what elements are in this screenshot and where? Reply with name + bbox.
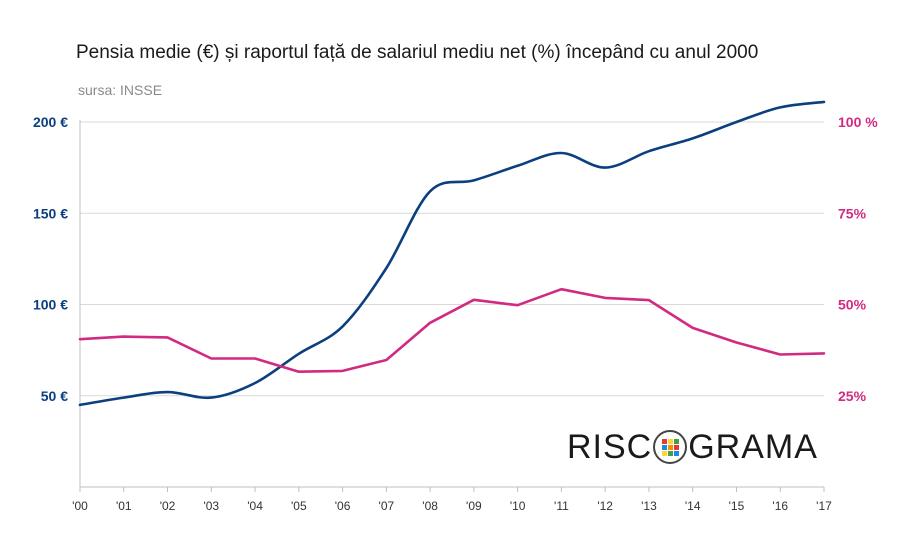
x-tick-label: '02 <box>160 499 176 513</box>
left-tick-label: 150 € <box>33 205 68 221</box>
right-tick-label: 100 % <box>838 114 878 130</box>
x-tick-label: '04 <box>247 499 263 513</box>
x-tick-label: '05 <box>291 499 307 513</box>
rubik-cube-icon <box>653 430 688 464</box>
x-tick-label: '01 <box>116 499 132 513</box>
x-tick-label: '00 <box>72 499 88 513</box>
left-axis-ticks: 50 € 100 € 150 € 200 € <box>33 114 68 404</box>
x-tick-label: '08 <box>422 499 438 513</box>
x-tick-label: '09 <box>466 499 482 513</box>
left-tick-label: 50 € <box>41 388 68 404</box>
x-tick-label: '11 <box>554 499 569 513</box>
x-tick-label: '13 <box>641 499 657 513</box>
logo-text-left: RISC <box>567 427 653 466</box>
x-tick-label: '15 <box>729 499 745 513</box>
x-axis-ticks: '00 '01 '02 '03 '04 '05 '06 '07 '08 '09 '10 '11 '12 '… <box>72 487 832 513</box>
riscograma-logo: RISC GRAMA <box>567 424 818 470</box>
chart-source: sursa: INSSE <box>78 82 163 98</box>
x-tick-label: '16 <box>772 499 788 513</box>
right-tick-label: 75% <box>838 205 867 221</box>
right-axis-ticks: 25% 50% 75% 100 % <box>838 114 878 404</box>
series-line-pension <box>78 100 826 407</box>
x-tick-label: '06 <box>335 499 351 513</box>
x-tick-label: '03 <box>203 499 219 513</box>
left-tick-label: 100 € <box>33 297 68 313</box>
series-line-ratio <box>78 287 826 373</box>
right-tick-label: 25% <box>838 388 867 404</box>
logo-text-right: GRAMA <box>688 427 818 466</box>
x-tick-label: '07 <box>379 499 395 513</box>
gridlines <box>80 121 824 397</box>
x-tick-label: '14 <box>685 499 701 513</box>
axes <box>79 120 824 488</box>
x-tick-label: '10 <box>510 499 526 513</box>
x-tick-label: '12 <box>597 499 613 513</box>
chart-title: Pensia medie (€) și raportul față de sal… <box>76 42 759 63</box>
x-tick-label: '17 <box>816 499 832 513</box>
series-lines <box>78 100 826 407</box>
right-tick-label: 50% <box>838 297 867 313</box>
left-tick-label: 200 € <box>33 114 68 130</box>
